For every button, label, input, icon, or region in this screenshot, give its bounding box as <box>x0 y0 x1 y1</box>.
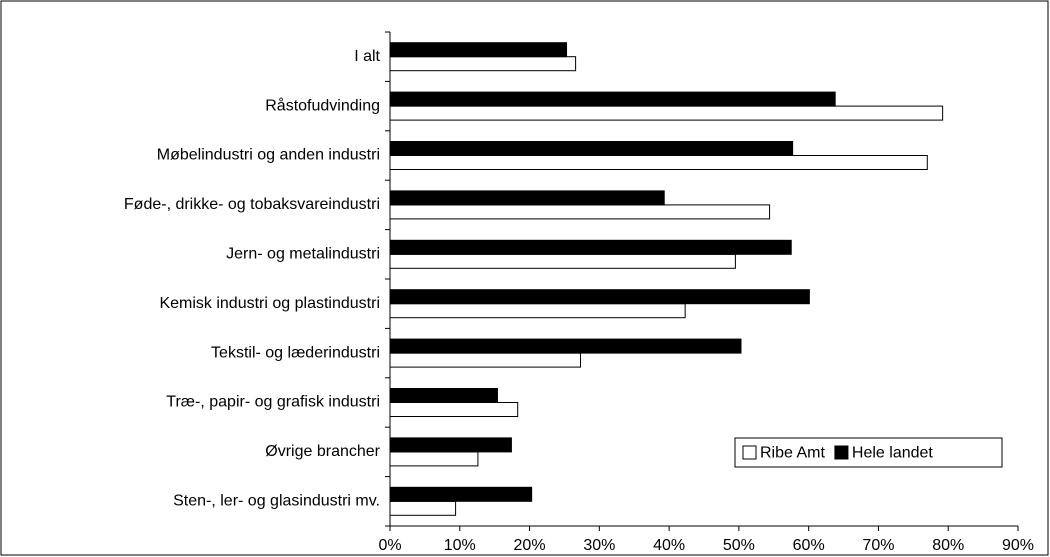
bar <box>389 190 665 206</box>
bar <box>389 303 686 319</box>
bar <box>389 402 519 417</box>
y-tick-label: Tekstil- og læderindustri <box>211 344 380 361</box>
legend-label: Hele landet <box>852 445 934 462</box>
bar <box>389 42 568 58</box>
y-tick-label: Jern- og metalindustri <box>226 246 380 263</box>
y-tick-label: Møbelindustri og anden industri <box>157 147 380 164</box>
x-tick-label: 60% <box>793 537 825 554</box>
x-tick-label: 80% <box>932 537 964 554</box>
bar <box>389 500 457 516</box>
legend-box <box>734 437 1003 468</box>
x-tick-label: 70% <box>862 537 894 554</box>
x-tick-label: 50% <box>723 537 755 554</box>
bar <box>389 388 498 403</box>
x-tick-label: 20% <box>514 537 546 554</box>
x-tick-label: 40% <box>653 537 685 554</box>
x-tick-label: 0% <box>378 537 401 554</box>
x-tick-label: 90% <box>1002 537 1034 554</box>
x-tick-label: 30% <box>583 537 615 554</box>
bar <box>389 141 794 156</box>
bar <box>389 451 479 467</box>
bar <box>389 56 577 72</box>
bar <box>389 437 512 453</box>
bar <box>389 338 742 354</box>
x-tick-label: 10% <box>444 537 476 554</box>
y-tick-label: Råstofudvinding <box>265 96 380 114</box>
bar <box>389 204 771 220</box>
y-tick-label: Kemisk industri og plastindustri <box>159 295 380 312</box>
bar <box>389 155 928 170</box>
bar <box>389 253 736 269</box>
bar <box>389 239 792 255</box>
legend-label: Ribe Amt <box>760 445 825 462</box>
bar <box>389 105 944 121</box>
bar <box>389 352 581 368</box>
bar <box>389 486 533 502</box>
bar <box>389 289 810 305</box>
bar <box>389 91 836 107</box>
legend-swatch <box>742 445 757 460</box>
y-tick-label: I alt <box>354 48 380 65</box>
y-tick-label: Sten-, ler- og glasindustri mv. <box>173 493 380 510</box>
y-tick-label: Øvrige brancher <box>265 443 380 460</box>
legend-swatch <box>834 445 849 460</box>
y-tick-label: Træ-, papir- og grafisk industri <box>166 394 380 411</box>
y-tick-label: Føde-, drikke- og tobaksvareindustri <box>124 196 380 213</box>
